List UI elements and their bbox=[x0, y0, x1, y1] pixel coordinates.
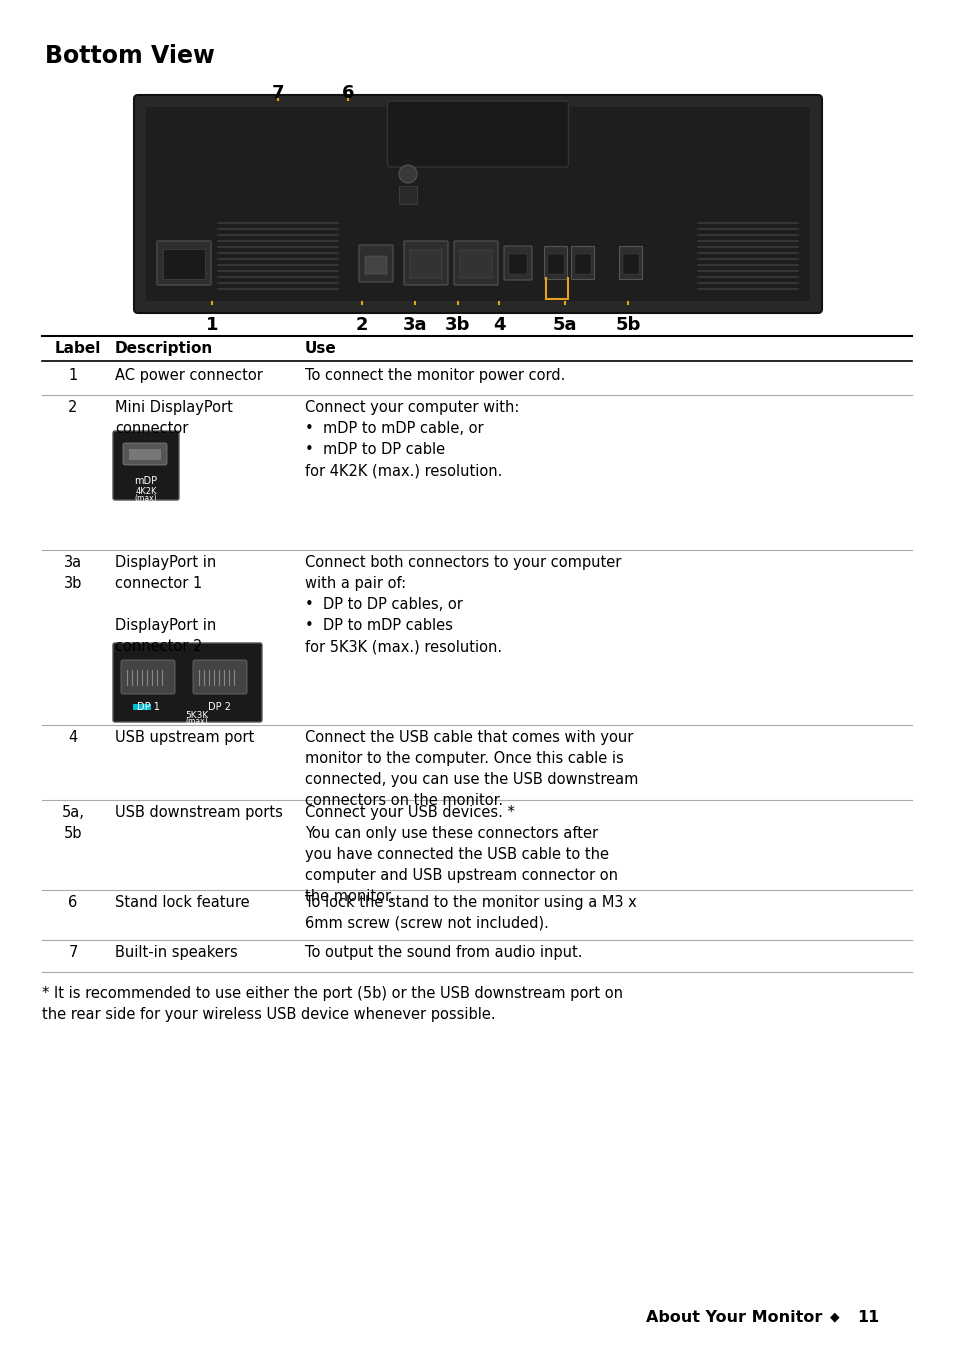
FancyBboxPatch shape bbox=[454, 241, 497, 284]
Bar bbox=[163, 249, 205, 279]
Text: DisplayPort in
connector 1

DisplayPort in
connector 2: DisplayPort in connector 1 DisplayPort i… bbox=[115, 555, 216, 654]
Bar bbox=[132, 704, 151, 709]
Text: 5a,
5b: 5a, 5b bbox=[62, 806, 85, 841]
Text: 3a
3b: 3a 3b bbox=[64, 555, 82, 590]
FancyBboxPatch shape bbox=[112, 643, 262, 722]
Text: 1: 1 bbox=[206, 315, 218, 334]
Text: (max): (max) bbox=[134, 494, 157, 502]
FancyBboxPatch shape bbox=[133, 95, 821, 313]
Text: 3a: 3a bbox=[402, 315, 427, 334]
Text: Description: Description bbox=[115, 341, 213, 356]
Text: ◆: ◆ bbox=[829, 1311, 839, 1323]
FancyBboxPatch shape bbox=[121, 659, 174, 695]
Text: 3b: 3b bbox=[445, 315, 470, 334]
Text: mDP: mDP bbox=[134, 477, 157, 486]
Text: 2: 2 bbox=[69, 399, 77, 414]
FancyBboxPatch shape bbox=[571, 246, 594, 279]
Bar bbox=[509, 255, 526, 274]
FancyBboxPatch shape bbox=[618, 246, 641, 279]
Text: 4K2K: 4K2K bbox=[135, 487, 156, 496]
Bar bbox=[365, 256, 387, 274]
Text: 5K3K: 5K3K bbox=[185, 711, 209, 720]
Bar bbox=[459, 250, 492, 278]
Text: Connect both connectors to your computer
with a pair of:
•  DP to DP cables, or
: Connect both connectors to your computer… bbox=[305, 555, 620, 654]
Text: 5a: 5a bbox=[552, 315, 577, 334]
Text: 5b: 5b bbox=[615, 315, 640, 334]
Text: DP 2: DP 2 bbox=[209, 701, 232, 712]
Text: Connect your USB devices. *
You can only use these connectors after
you have con: Connect your USB devices. * You can only… bbox=[305, 806, 618, 904]
Text: Stand lock feature: Stand lock feature bbox=[115, 895, 250, 910]
Text: Built-in speakers: Built-in speakers bbox=[115, 945, 237, 960]
FancyBboxPatch shape bbox=[157, 241, 211, 284]
Bar bbox=[547, 255, 563, 274]
FancyBboxPatch shape bbox=[193, 659, 247, 695]
FancyBboxPatch shape bbox=[503, 246, 532, 280]
Text: Mini DisplayPort
connector: Mini DisplayPort connector bbox=[115, 399, 233, 436]
Text: * It is recommended to use either the port (5b) or the USB downstream port on
th: * It is recommended to use either the po… bbox=[42, 986, 622, 1022]
Text: 6: 6 bbox=[341, 84, 354, 102]
Text: USB downstream ports: USB downstream ports bbox=[115, 806, 283, 821]
Bar bbox=[146, 107, 809, 301]
Text: USB upstream port: USB upstream port bbox=[115, 730, 254, 745]
Text: 1: 1 bbox=[69, 368, 77, 383]
Text: To lock the stand to the monitor using a M3 x
6mm screw (screw not included).: To lock the stand to the monitor using a… bbox=[305, 895, 636, 932]
Text: Connect your computer with:
•  mDP to mDP cable, or
•  mDP to DP cable
for 4K2K : Connect your computer with: • mDP to mDP… bbox=[305, 399, 518, 478]
FancyBboxPatch shape bbox=[387, 102, 568, 167]
FancyBboxPatch shape bbox=[403, 241, 448, 284]
Text: To output the sound from audio input.: To output the sound from audio input. bbox=[305, 945, 582, 960]
Text: Use: Use bbox=[305, 341, 336, 356]
Text: Connect the USB cable that comes with your
monitor to the computer. Once this ca: Connect the USB cable that comes with yo… bbox=[305, 730, 638, 808]
Text: About Your Monitor: About Your Monitor bbox=[645, 1311, 821, 1326]
Text: (max): (max) bbox=[186, 718, 208, 726]
FancyBboxPatch shape bbox=[112, 431, 179, 500]
Text: 6: 6 bbox=[69, 895, 77, 910]
Text: 11: 11 bbox=[856, 1311, 879, 1326]
Text: To connect the monitor power cord.: To connect the monitor power cord. bbox=[305, 368, 565, 383]
Text: Label: Label bbox=[55, 341, 101, 356]
Text: 7: 7 bbox=[272, 84, 284, 102]
Text: 7: 7 bbox=[69, 945, 77, 960]
Bar bbox=[398, 185, 416, 204]
FancyBboxPatch shape bbox=[358, 245, 393, 282]
Bar bbox=[129, 450, 161, 460]
FancyBboxPatch shape bbox=[544, 246, 567, 279]
Text: AC power connector: AC power connector bbox=[115, 368, 263, 383]
Bar bbox=[410, 250, 441, 278]
Text: 4: 4 bbox=[493, 315, 505, 334]
FancyBboxPatch shape bbox=[123, 443, 167, 464]
Bar bbox=[575, 255, 590, 274]
Circle shape bbox=[398, 165, 416, 183]
Text: 4: 4 bbox=[69, 730, 77, 745]
Bar bbox=[622, 255, 639, 274]
Text: DP 1: DP 1 bbox=[136, 701, 159, 712]
Text: Bottom View: Bottom View bbox=[45, 43, 214, 68]
Text: 2: 2 bbox=[355, 315, 368, 334]
